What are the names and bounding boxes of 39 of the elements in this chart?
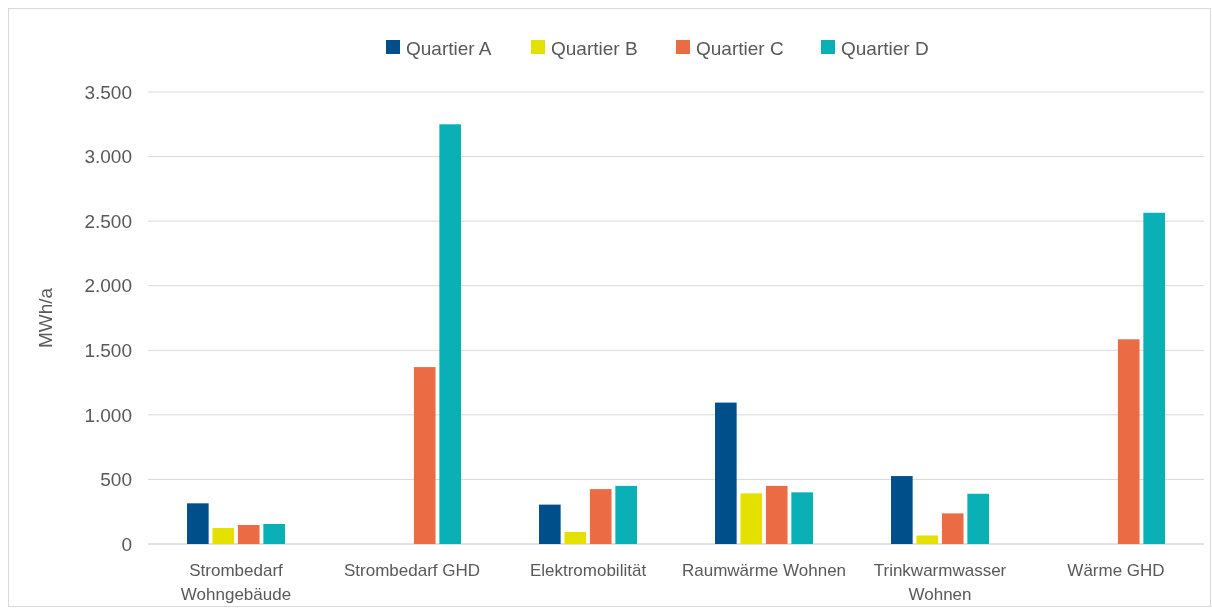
bar — [237, 525, 260, 544]
legend-label: Quartier B — [551, 37, 638, 59]
y-tick-label: 3.500 — [84, 81, 132, 103]
y-tick-label: 2.500 — [84, 210, 132, 232]
x-tick-label: Raumwärme Wohnen — [681, 561, 847, 580]
bar — [740, 493, 763, 544]
y-axis-title: MWh/a — [35, 287, 56, 349]
bar — [1143, 212, 1165, 544]
bar — [413, 367, 436, 544]
y-tick-label: 3.000 — [84, 146, 132, 168]
y-tick-label: 1.500 — [84, 339, 132, 361]
x-tick-label: Strombedarf Wohngebäude — [180, 561, 292, 604]
y-tick-label: 500 — [100, 469, 132, 491]
legend-label: Quartier A — [406, 37, 492, 59]
bar — [791, 492, 813, 544]
x-tick-label: Elektromobilität — [529, 561, 647, 580]
bar — [263, 523, 285, 544]
bar — [564, 531, 587, 544]
bar — [589, 489, 612, 544]
y-tick-label: 2.000 — [84, 275, 132, 297]
x-tick-label: Strombedarf GHD — [343, 561, 481, 580]
bar — [941, 513, 964, 544]
bar — [916, 535, 939, 544]
bar — [212, 527, 235, 544]
x-tick-label: Trinkwarmwasser Wohnen — [873, 561, 1007, 604]
bar — [967, 493, 989, 544]
bar — [715, 402, 737, 544]
bar — [1117, 339, 1140, 544]
bar — [439, 124, 461, 544]
bar — [765, 485, 788, 544]
legend-label: Quartier D — [841, 37, 929, 59]
bar — [187, 503, 209, 544]
y-tick-label: 1.000 — [84, 404, 132, 426]
x-tick-label: Wärme GHD — [1067, 561, 1165, 580]
y-tick-label: 0 — [121, 533, 132, 555]
bar — [615, 485, 637, 544]
bar — [539, 504, 561, 544]
bar — [891, 476, 913, 544]
legend-label: Quartier C — [696, 37, 784, 59]
